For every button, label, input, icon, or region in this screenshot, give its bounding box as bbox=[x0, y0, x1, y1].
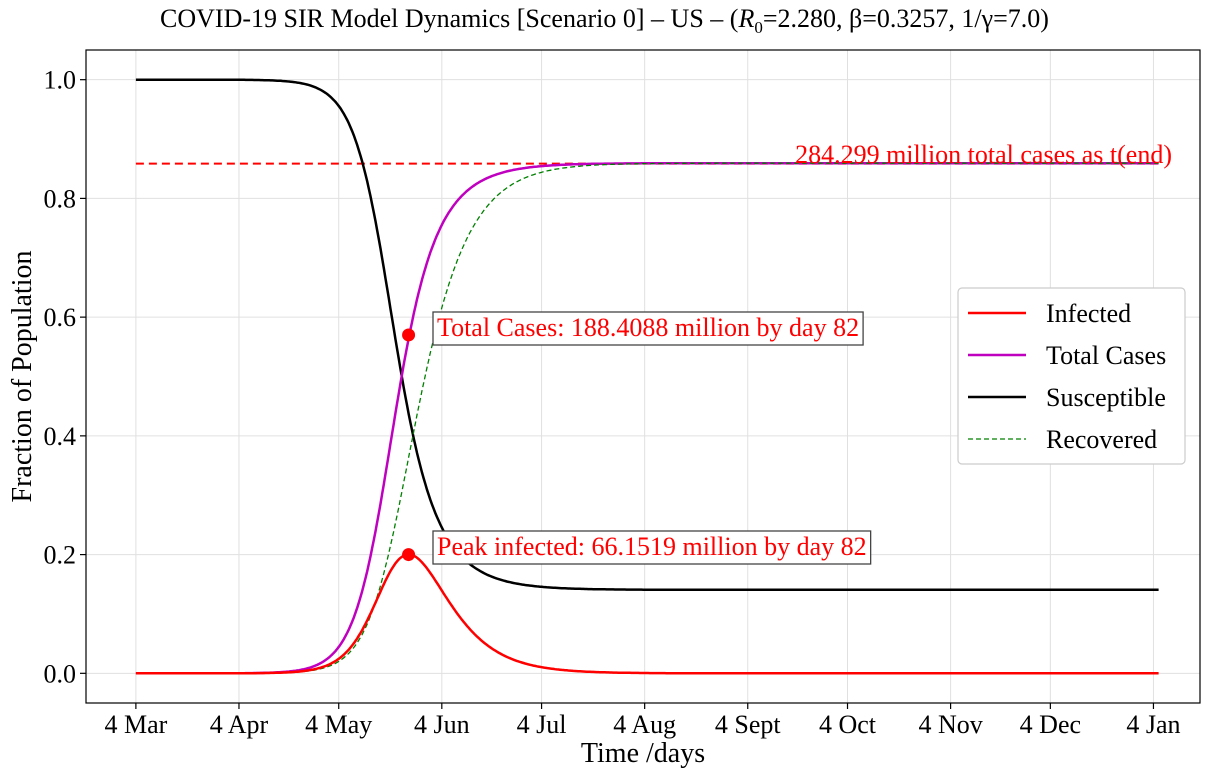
x-tick-label: 4 Dec bbox=[1020, 710, 1081, 739]
x-tick-label: 4 Jul bbox=[517, 710, 567, 739]
total-cases-marker bbox=[402, 328, 416, 342]
total-cases-annotation: Total Cases: 188.4088 million by day 82 bbox=[437, 313, 859, 342]
final-total-annotation: 284.299 million total cases as t(end) bbox=[795, 140, 1172, 169]
legend: Infected Total Cases Susceptible Recovered bbox=[957, 287, 1186, 465]
x-axis-label: Time /days bbox=[581, 738, 705, 769]
y-tick-label: 0.2 bbox=[44, 541, 77, 570]
plot-frame bbox=[85, 49, 1201, 704]
y-tick-label: 0.4 bbox=[44, 422, 77, 451]
y-tick-label: 0.8 bbox=[44, 184, 77, 213]
total-cases-annotation-box bbox=[432, 311, 864, 346]
series-line-recovered bbox=[135, 162, 1159, 674]
total-cases-annotation-group: Total Cases: 188.4088 million by day 82 bbox=[432, 311, 864, 346]
x-tick-label: 4 May bbox=[305, 710, 372, 739]
legend-box bbox=[957, 287, 1186, 465]
x-tick-label: 4 Sept bbox=[715, 710, 782, 739]
series-line-infected bbox=[135, 553, 1159, 675]
x-tick-label: 4 Mar bbox=[104, 710, 167, 739]
x-tick-label: 4 Jun bbox=[414, 710, 470, 739]
series-line-susceptible bbox=[135, 78, 1159, 592]
peak-infected-marker bbox=[402, 548, 416, 562]
peak-infected-annotation-box bbox=[432, 530, 872, 565]
y-tick-label: 1.0 bbox=[44, 66, 77, 95]
x-tick-label: 4 Aug bbox=[613, 710, 676, 739]
legend-label: Susceptible bbox=[1046, 383, 1166, 412]
legend-label: Infected bbox=[1046, 299, 1131, 328]
x-tick-label: 4 Apr bbox=[210, 710, 269, 739]
y-axis-label: Fraction of Population bbox=[7, 251, 38, 503]
x-tick-label: 4 Nov bbox=[918, 710, 982, 739]
y-tick-label: 0.0 bbox=[44, 659, 77, 688]
x-tick-label: 4 Jan bbox=[1126, 710, 1180, 739]
x-tick-label: 4 Oct bbox=[819, 710, 877, 739]
chart-title: COVID-19 SIR Model Dynamics [Scenario 0]… bbox=[160, 4, 1049, 38]
peak-infected-annotation: Peak infected: 66.1519 million by day 82 bbox=[437, 532, 867, 561]
legend-label: Recovered bbox=[1046, 425, 1157, 454]
legend-label: Total Cases bbox=[1046, 341, 1166, 370]
peak-infected-annotation-group: Peak infected: 66.1519 million by day 82 bbox=[432, 530, 872, 565]
y-tick-label: 0.6 bbox=[44, 303, 77, 332]
